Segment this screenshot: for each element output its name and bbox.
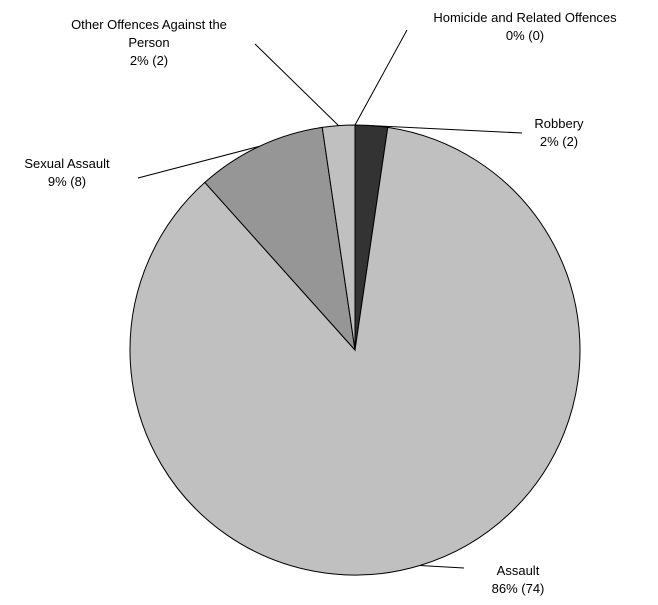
- leader-line-robbery: [371, 125, 523, 134]
- leader-line-homicide: [354, 29, 408, 126]
- slice-value-other-offences: 2% (2): [130, 53, 168, 68]
- slice-label-homicide: Homicide and Related Offences: [433, 10, 617, 25]
- pie-slice-other-offences: [321, 124, 356, 351]
- pie-slice-sexual-assault: [204, 126, 356, 352]
- leader-line-assault: [419, 564, 465, 569]
- slice-value-assault: 86% (74): [492, 581, 545, 596]
- slice-label-robbery: Robbery: [534, 116, 584, 131]
- slice-value-robbery: 2% (2): [540, 134, 578, 149]
- leader-line-sexual-assault: [137, 145, 260, 179]
- leader-lines: [137, 29, 523, 569]
- slice-label-other-offences-line2: Person: [128, 35, 169, 50]
- slice-value-sexual-assault: 9% (8): [48, 174, 86, 189]
- pie-slices: [129, 124, 581, 576]
- pie-slice-assault: [129, 126, 581, 576]
- slice-label-sexual-assault: Sexual Assault: [24, 156, 110, 171]
- slice-value-homicide: 0% (0): [506, 28, 544, 43]
- leader-line-other-offences: [254, 43, 339, 126]
- slice-label-other-offences-line1: Other Offences Against the: [71, 17, 227, 32]
- slice-label-assault: Assault: [497, 563, 540, 578]
